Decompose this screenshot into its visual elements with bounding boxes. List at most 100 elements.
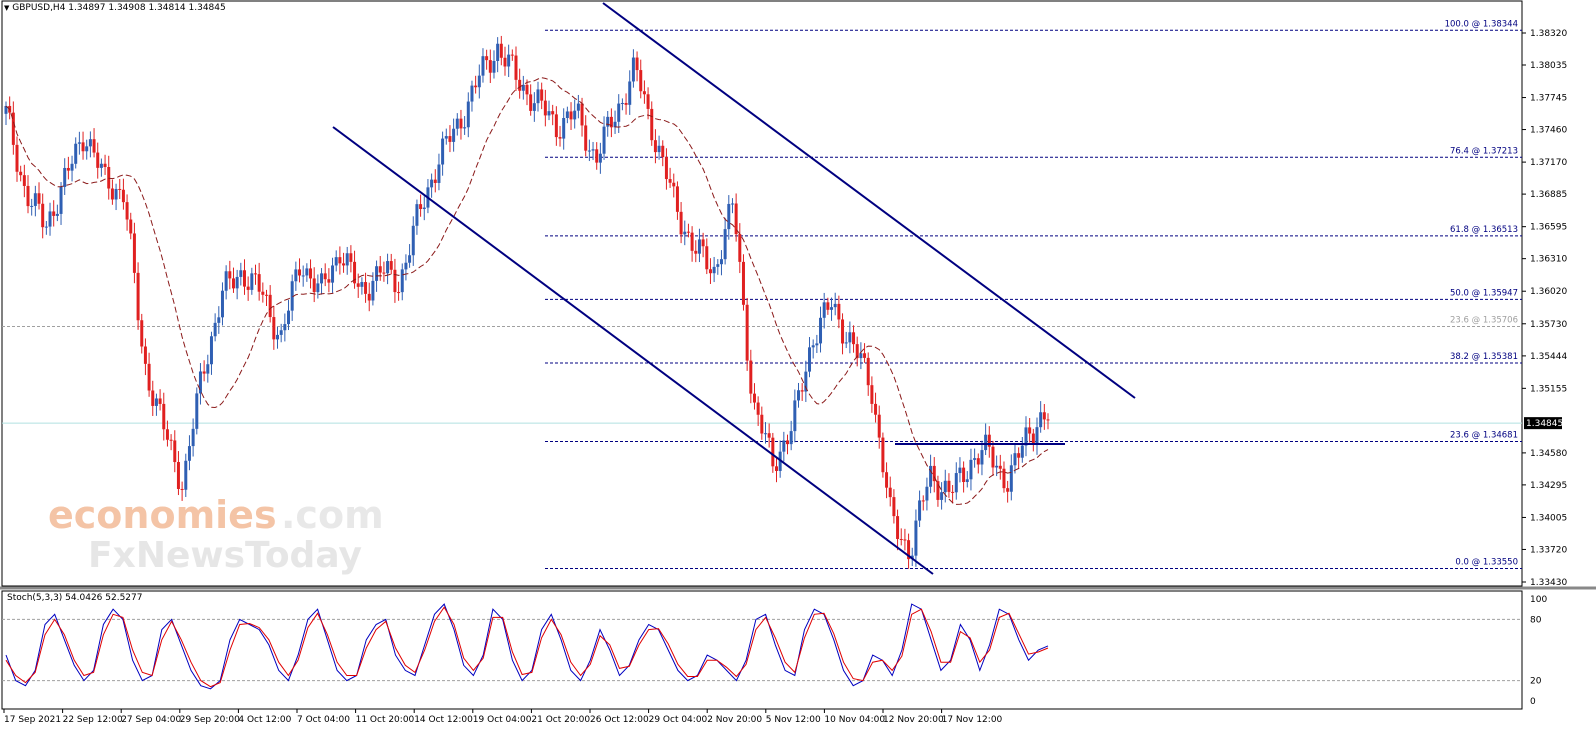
candle-body [573, 110, 577, 120]
candle-body [565, 111, 569, 118]
candle-body [1031, 433, 1035, 444]
y-tick-label: 1.33430 [1530, 578, 1567, 588]
candle-body [140, 320, 144, 347]
candle-body [121, 189, 125, 203]
candle-body [411, 225, 415, 256]
candle-body [15, 144, 19, 172]
candle-body [679, 211, 683, 235]
candle-body [543, 100, 547, 116]
candle-body [136, 272, 140, 321]
candle-body [184, 460, 188, 490]
watermark-line2: FxNewsToday [88, 535, 362, 576]
candle-body [279, 330, 283, 335]
candle-body [690, 232, 694, 251]
candle-body [327, 279, 331, 283]
candle-body [874, 403, 878, 415]
candle-body [356, 283, 360, 287]
candle-body [859, 353, 863, 359]
candle-body [554, 114, 558, 138]
candle-body [202, 371, 206, 374]
candle-body [103, 163, 107, 168]
y-tick-label: 1.33720 [1530, 545, 1567, 555]
candle-body [415, 204, 419, 226]
chart-header: ▼ GBPUSD,H4 1.34897 1.34908 1.34814 1.34… [4, 3, 226, 13]
candle-body [253, 273, 257, 275]
candle-body [209, 336, 213, 365]
candle-body [220, 290, 224, 318]
candle-body [624, 102, 628, 105]
candle-body [309, 268, 313, 279]
x-tick-label: 29 Oct 04:00 [649, 715, 708, 725]
candle-body [37, 193, 41, 204]
collapse-triangle-icon[interactable]: ▼ [4, 4, 10, 12]
candle-body [657, 145, 661, 153]
candle-body [653, 140, 657, 153]
candle-body [723, 229, 727, 260]
candle-body [265, 294, 268, 296]
candle-body [899, 538, 903, 540]
candle-body [943, 480, 947, 493]
candle-body [683, 231, 687, 235]
candle-body [290, 281, 294, 311]
candle-body [991, 446, 995, 468]
y-tick-label: 1.35730 [1530, 320, 1567, 330]
candle-body [727, 203, 731, 230]
fib-level-label: 76.4 @ 1.37213 [1450, 146, 1518, 156]
candle-body [797, 390, 801, 401]
candle-body [800, 390, 804, 392]
candle-body [257, 274, 261, 292]
candle-body [147, 363, 151, 391]
watermark: economies .com FxNewsToday [48, 493, 384, 576]
candle-body [430, 179, 434, 188]
candle-body [459, 118, 463, 129]
candle-body [474, 85, 478, 88]
candle-body [954, 473, 958, 493]
candle-body [316, 283, 320, 293]
candle-body [158, 398, 162, 404]
candle-body [551, 111, 555, 115]
candle-body [521, 84, 525, 91]
channel-lower-line [332, 126, 934, 575]
candle-body [892, 497, 896, 517]
candle-body [433, 179, 437, 183]
candle-body [921, 500, 925, 502]
candle-body [52, 211, 56, 216]
candle-body [962, 467, 966, 483]
candle-body [30, 205, 34, 207]
candle-body [774, 466, 778, 471]
candle-body [771, 437, 775, 467]
candle-body [261, 291, 265, 295]
fib-level-label: 100.0 @ 1.38344 [1445, 19, 1518, 29]
x-tick-label: 19 Oct 04:00 [473, 715, 532, 725]
candle-body [855, 344, 859, 359]
candle-body [386, 261, 390, 274]
y-tick-label: 1.36310 [1530, 255, 1567, 265]
candle-body [96, 152, 100, 168]
candle-body [198, 371, 202, 394]
x-tick-label: 21 Oct 20:00 [531, 715, 590, 725]
candle-body [477, 75, 481, 88]
y-tick-label: 1.38035 [1530, 61, 1567, 71]
watermark-line1-suffix: .com [281, 493, 384, 537]
candle-body [375, 266, 379, 281]
stoch-pane-border [1, 590, 1523, 710]
candle-body [272, 317, 276, 340]
candle-body [712, 266, 716, 274]
candle-body [400, 269, 404, 293]
candle-body [228, 271, 232, 279]
channel-upper-line [602, 2, 1136, 399]
candle-body [606, 116, 610, 127]
candle-body [984, 434, 988, 451]
candle-body [404, 262, 408, 270]
candle-body [320, 273, 324, 284]
current-price-label: 1.34845 [1526, 419, 1563, 429]
candle-body [716, 264, 720, 267]
y-tick-label: 1.34580 [1530, 449, 1567, 459]
candle-body [569, 111, 573, 120]
candle-body [129, 219, 133, 234]
fib-level-label: 23.6 @ 1.35706 [1450, 315, 1518, 325]
candle-body [863, 353, 867, 358]
candle-body [169, 439, 173, 441]
candle-body [283, 324, 287, 331]
candle-body [444, 136, 448, 139]
